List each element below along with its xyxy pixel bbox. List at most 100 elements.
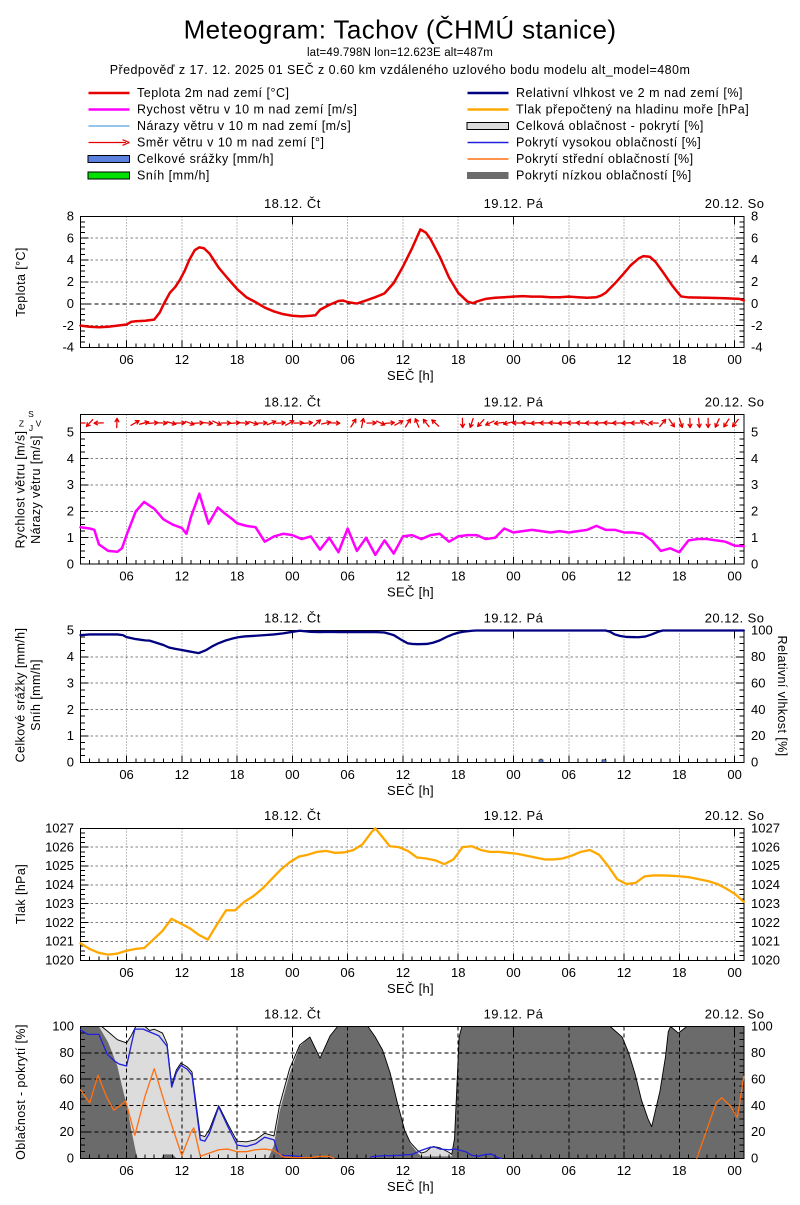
svg-text:0: 0: [67, 755, 74, 770]
svg-text:20.12. So: 20.12. So: [705, 610, 765, 625]
svg-text:06: 06: [562, 352, 576, 367]
svg-text:5: 5: [751, 425, 758, 440]
svg-text:S: S: [28, 409, 34, 419]
svg-text:40: 40: [60, 1098, 74, 1113]
svg-text:0: 0: [751, 296, 758, 311]
svg-text:1: 1: [67, 728, 74, 743]
svg-text:18: 18: [230, 1163, 244, 1178]
svg-text:8: 8: [751, 209, 758, 224]
svg-text:0: 0: [751, 755, 758, 770]
svg-text:Sníh [mm/h]: Sníh [mm/h]: [29, 659, 43, 731]
svg-text:18: 18: [451, 1163, 465, 1178]
svg-text:0: 0: [67, 1151, 74, 1166]
svg-text:-4: -4: [751, 340, 763, 355]
svg-text:100: 100: [751, 1019, 773, 1034]
svg-text:Celková oblačnost - pokrytí [%: Celková oblačnost - pokrytí [%]: [516, 119, 704, 133]
svg-text:4: 4: [751, 252, 758, 267]
svg-text:80: 80: [60, 1045, 74, 1060]
svg-text:12: 12: [175, 352, 189, 367]
svg-text:00: 00: [727, 1163, 741, 1178]
svg-text:Relativní vlhkost [%]: Relativní vlhkost [%]: [775, 636, 789, 757]
svg-text:00: 00: [727, 767, 741, 782]
svg-text:18: 18: [451, 965, 465, 980]
svg-text:00: 00: [285, 767, 299, 782]
svg-text:Předpověď z 17. 12. 2025 01 SE: Předpověď z 17. 12. 2025 01 SEČ z 0.60 k…: [110, 62, 691, 77]
svg-text:12: 12: [617, 1163, 631, 1178]
svg-text:12: 12: [175, 1163, 189, 1178]
svg-text:8: 8: [67, 209, 74, 224]
svg-text:1024: 1024: [751, 877, 780, 892]
svg-text:12: 12: [396, 1163, 410, 1178]
svg-text:1024: 1024: [45, 877, 74, 892]
svg-text:12: 12: [396, 352, 410, 367]
svg-text:18.12. Čt: 18.12. Čt: [264, 1006, 321, 1021]
svg-text:1021: 1021: [45, 934, 74, 949]
svg-text:100: 100: [52, 1019, 74, 1034]
svg-text:06: 06: [562, 767, 576, 782]
svg-text:06: 06: [119, 569, 133, 584]
svg-text:Meteogram: Tachov (ČHMÚ stanic: Meteogram: Tachov (ČHMÚ stanice): [184, 15, 617, 45]
svg-text:18: 18: [230, 569, 244, 584]
svg-text:20.12. So: 20.12. So: [705, 808, 765, 823]
svg-text:00: 00: [285, 1163, 299, 1178]
svg-text:60: 60: [751, 1071, 765, 1086]
svg-text:18: 18: [230, 352, 244, 367]
svg-text:20.12. So: 20.12. So: [705, 1006, 765, 1021]
svg-text:2: 2: [751, 274, 758, 289]
svg-text:Oblačnost - pokrytí [%]: Oblačnost - pokrytí [%]: [14, 1024, 28, 1160]
svg-text:SEČ [h]: SEČ [h]: [387, 981, 434, 996]
svg-text:SEČ [h]: SEČ [h]: [387, 783, 434, 798]
svg-text:Sníh [mm/h]: Sníh [mm/h]: [137, 169, 210, 183]
svg-text:19.12. Pá: 19.12. Pá: [484, 808, 544, 823]
svg-text:100: 100: [751, 623, 773, 638]
svg-text:12: 12: [617, 569, 631, 584]
svg-text:60: 60: [751, 675, 765, 690]
svg-text:1022: 1022: [751, 915, 780, 930]
svg-text:1026: 1026: [751, 839, 780, 854]
svg-text:1022: 1022: [45, 915, 74, 930]
svg-text:12: 12: [175, 965, 189, 980]
svg-text:Nárazy větru [m/s]: Nárazy větru [m/s]: [29, 435, 43, 544]
svg-text:-2: -2: [751, 318, 763, 333]
svg-text:12: 12: [396, 965, 410, 980]
svg-text:06: 06: [340, 352, 354, 367]
svg-text:19.12. Pá: 19.12. Pá: [484, 394, 544, 409]
svg-text:18: 18: [230, 965, 244, 980]
svg-text:18.12. Čt: 18.12. Čt: [264, 808, 321, 823]
svg-text:Pokrytí vysokou oblačností [%]: Pokrytí vysokou oblačností [%]: [516, 136, 701, 150]
svg-text:4: 4: [67, 252, 74, 267]
svg-text:00: 00: [727, 569, 741, 584]
svg-text:SEČ [h]: SEČ [h]: [387, 1179, 434, 1194]
svg-text:0: 0: [67, 556, 74, 571]
svg-text:5: 5: [67, 623, 74, 638]
svg-text:12: 12: [617, 965, 631, 980]
svg-text:18.12. Čt: 18.12. Čt: [264, 610, 321, 625]
svg-text:18.12. Čt: 18.12. Čt: [264, 196, 321, 211]
svg-text:40: 40: [751, 1098, 765, 1113]
svg-text:SEČ [h]: SEČ [h]: [387, 368, 434, 383]
svg-text:20: 20: [751, 728, 765, 743]
svg-text:18.12. Čt: 18.12. Čt: [264, 394, 321, 409]
svg-text:Celkové srážky [mm/h]: Celkové srážky [mm/h]: [137, 152, 274, 166]
svg-text:2: 2: [751, 504, 758, 519]
svg-text:4: 4: [751, 451, 758, 466]
svg-text:Rychlost větru [m/s]: Rychlost větru [m/s]: [14, 431, 28, 549]
svg-text:1025: 1025: [45, 858, 74, 873]
svg-text:2: 2: [67, 702, 74, 717]
svg-text:Směr větru v 10 m nad zemí [°]: Směr větru v 10 m nad zemí [°]: [137, 136, 324, 150]
svg-text:12: 12: [617, 767, 631, 782]
svg-text:20.12. So: 20.12. So: [705, 394, 765, 409]
svg-text:1027: 1027: [751, 821, 780, 836]
svg-text:1023: 1023: [45, 896, 74, 911]
svg-text:-4: -4: [62, 340, 74, 355]
svg-text:80: 80: [751, 649, 765, 664]
svg-text:2: 2: [67, 274, 74, 289]
svg-text:00: 00: [506, 569, 520, 584]
svg-text:5: 5: [67, 425, 74, 440]
svg-text:80: 80: [751, 1045, 765, 1060]
svg-text:18: 18: [672, 569, 686, 584]
svg-text:1026: 1026: [45, 839, 74, 854]
svg-text:lat=49.798N lon=12.623E alt=48: lat=49.798N lon=12.623E alt=487m: [307, 47, 493, 59]
svg-text:06: 06: [340, 1163, 354, 1178]
svg-text:Relativní vlhkost ve 2 m nad z: Relativní vlhkost ve 2 m nad zemí [%]: [516, 86, 743, 100]
